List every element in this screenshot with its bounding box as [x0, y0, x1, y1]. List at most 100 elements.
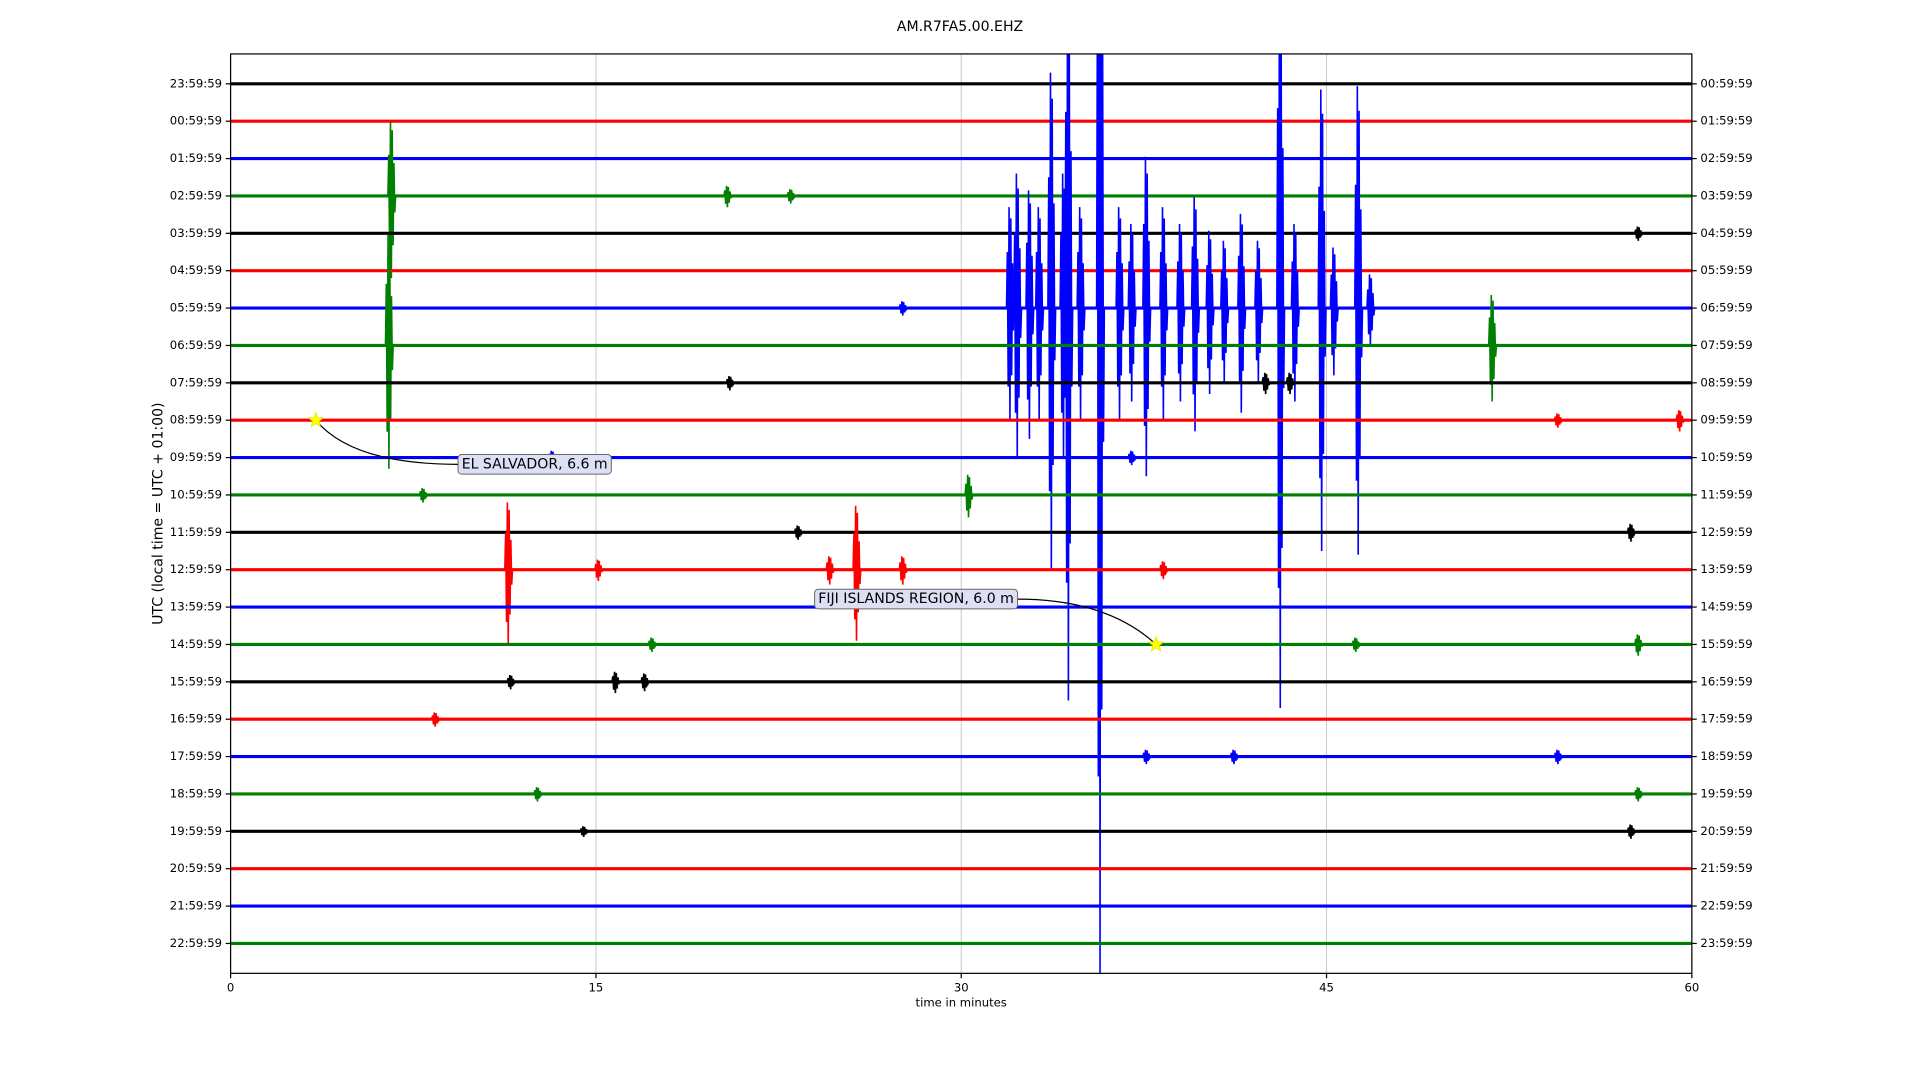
- y2-tick-label: 06:59:59: [1700, 301, 1752, 315]
- y-tick-label: 08:59:59: [170, 413, 222, 427]
- trace-spike: [1487, 294, 1498, 402]
- trace-spike: [430, 712, 441, 727]
- trace-spike: [1205, 230, 1215, 395]
- y-tick-label: 20:59:59: [170, 861, 222, 875]
- trace-spike: [384, 234, 394, 469]
- trace-spike: [825, 556, 835, 585]
- trace-spike: [1076, 207, 1086, 421]
- event-label-box: [457, 454, 612, 475]
- trace-spike: [1237, 213, 1247, 413]
- trace-spike: [1229, 749, 1239, 765]
- y-tick-label: 17:59:59: [170, 749, 222, 763]
- grid: [595, 53, 1328, 974]
- trace-spike: [1285, 372, 1296, 395]
- y2-tick-label: 05:59:59: [1700, 263, 1752, 277]
- y-tick-label: 02:59:59: [170, 188, 222, 202]
- trace-spike: [1005, 207, 1016, 421]
- trace-spike: [1176, 223, 1186, 402]
- y2-tick-label: 18:59:59: [1700, 749, 1752, 763]
- trace-spike: [1366, 274, 1376, 346]
- y2-tick-label: 22:59:59: [1700, 899, 1752, 913]
- trace-spike: [723, 185, 733, 208]
- trace-spike: [1626, 824, 1636, 839]
- trace-spike: [1261, 372, 1271, 395]
- y2-tick-label: 19:59:59: [1700, 786, 1752, 800]
- y2-tick-label: 10:59:59: [1700, 450, 1752, 464]
- trace-spike: [504, 502, 514, 645]
- y-tick-label: 11:59:59: [170, 525, 222, 539]
- trace-spike: [1317, 89, 1327, 552]
- y2-tick-label: 08:59:59: [1700, 375, 1752, 389]
- y2-tick-label: 02:59:59: [1700, 151, 1752, 165]
- y-tick-label: 12:59:59: [170, 562, 222, 576]
- y-tick-label: 22:59:59: [170, 936, 222, 950]
- y2-tick-label: 20:59:59: [1700, 824, 1752, 838]
- y-tick-label: 06:59:59: [170, 338, 222, 352]
- y2-tick-label: 01:59:59: [1700, 114, 1752, 128]
- y-tick-label: 05:59:59: [170, 301, 222, 315]
- y2-tick-label: 09:59:59: [1700, 413, 1752, 427]
- y-tick-label: 14:59:59: [170, 637, 222, 651]
- y-tick-label: 15:59:59: [170, 674, 222, 688]
- trace-spike: [1190, 197, 1201, 432]
- trace-spike: [579, 826, 589, 837]
- event-label: EL SALVADOR, 6.6 m: [462, 456, 608, 472]
- y-tick-label: 18:59:59: [170, 786, 222, 800]
- y-tick-label: 13:59:59: [170, 600, 222, 614]
- y2-tick-label: 21:59:59: [1700, 861, 1752, 875]
- trace-spike: [1553, 413, 1563, 428]
- y2-tick-label: 13:59:59: [1700, 562, 1752, 576]
- trace-spike: [506, 675, 516, 690]
- trace-spike: [1127, 223, 1137, 402]
- trace-spike: [1095, 53, 1106, 974]
- trace-spike: [418, 488, 428, 503]
- x-tick-label: 60: [1684, 981, 1699, 995]
- y-axis-label: UTC (local time = UTC + 01:00): [150, 402, 166, 624]
- y2-tick-label: 15:59:59: [1700, 637, 1752, 651]
- trace-spike: [1034, 207, 1045, 421]
- trace-spike: [594, 559, 604, 581]
- x-tick-label: 30: [954, 981, 969, 995]
- y-tick-label: 09:59:59: [170, 450, 222, 464]
- y-tick-label: 04:59:59: [170, 263, 222, 277]
- trace-spike: [1290, 223, 1300, 402]
- x-axis-label: time in minutes: [916, 995, 1007, 1009]
- y2-tick-label: 03:59:59: [1700, 188, 1752, 202]
- trace-spike: [852, 505, 862, 641]
- trace-spike: [1329, 247, 1339, 376]
- trace-spike: [640, 673, 650, 692]
- y-tick-label: 16:59:59: [170, 712, 222, 726]
- trace-spike: [725, 376, 735, 391]
- y2-tick-label: 14:59:59: [1700, 600, 1752, 614]
- y-tick-label: 03:59:59: [170, 226, 222, 240]
- event-label-box: [814, 588, 1019, 610]
- x-tick-label: 15: [589, 981, 604, 995]
- trace-spike: [898, 556, 908, 585]
- chart-title: AM.R7FA5.00.EHZ: [897, 19, 1024, 35]
- trace-spike: [1634, 634, 1644, 656]
- trace-spike: [1353, 86, 1364, 555]
- y-tick-label: 19:59:59: [170, 824, 222, 838]
- x-tick-label: 45: [1319, 981, 1334, 995]
- trace-spike: [1351, 637, 1361, 652]
- trace-spike: [1142, 749, 1152, 765]
- trace-spike: [1025, 190, 1035, 439]
- y-tick-label: 01:59:59: [170, 151, 222, 165]
- y2-tick-label: 12:59:59: [1700, 525, 1752, 539]
- y-tick-label: 10:59:59: [170, 487, 222, 501]
- trace-spike: [1675, 410, 1685, 432]
- y-tick-label: 23:59:59: [170, 76, 222, 90]
- y2-tick-label: 07:59:59: [1700, 338, 1752, 352]
- y2-tick-label: 17:59:59: [1700, 712, 1752, 726]
- trace-spike: [647, 637, 657, 652]
- y-tick-label: 07:59:59: [170, 375, 222, 389]
- events: EL SALVADOR, 6.6 m FIJI ISLANDS REGION, 6…: [307, 411, 1165, 652]
- trace-spike: [793, 525, 804, 540]
- trace-spike: [387, 121, 397, 279]
- trace-spike: [1013, 173, 1023, 458]
- y-tick-label: 21:59:59: [170, 899, 222, 913]
- trace-spike: [1553, 749, 1563, 765]
- y2-tick-label: 16:59:59: [1700, 674, 1752, 688]
